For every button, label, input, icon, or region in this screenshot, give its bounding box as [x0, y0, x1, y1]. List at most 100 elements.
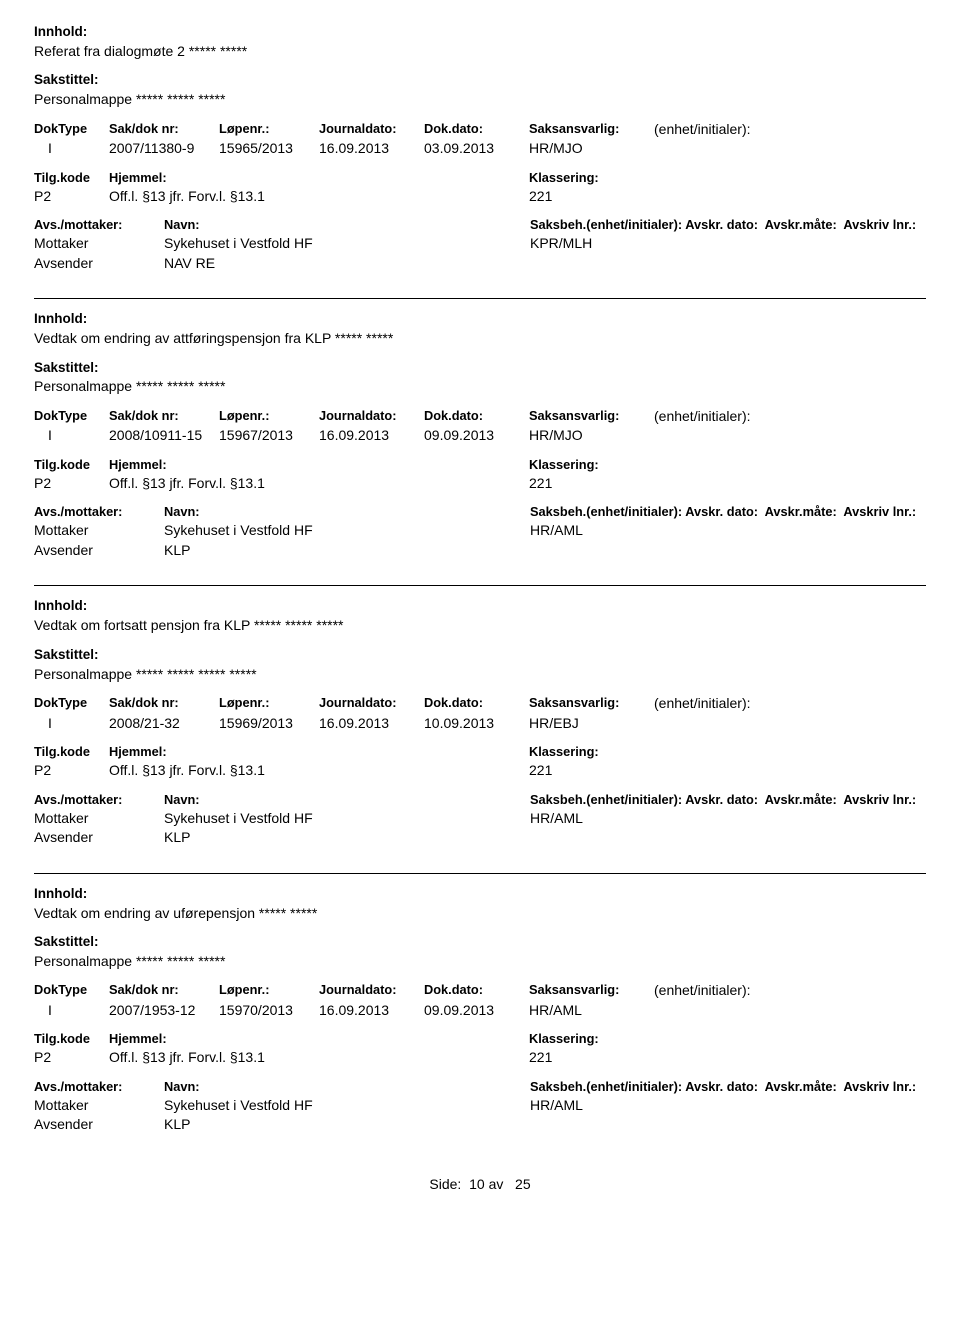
hjemmel-header-row: Tilg.kode Hjemmel: Klassering: [34, 1031, 926, 1047]
saksbeh-header: Saksbeh.(enhet/initialer): Avskr. dato: … [530, 217, 926, 233]
tilgkode-label: Tilg.kode [34, 1031, 109, 1047]
saksbeh-header: Saksbeh.(enhet/initialer): Avskr. dato: … [530, 504, 926, 520]
entry-divider [34, 585, 926, 586]
hjemmel-value-row: P2 Off.l. §13 jfr. Forv.l. §13.1 221 [34, 762, 926, 780]
saksansvarlig-value: HR/EBJ [529, 715, 654, 733]
saksansvarlig-value: HR/AML [529, 1002, 654, 1020]
saksbeh-header: Saksbeh.(enhet/initialer): Avskr. dato: … [530, 1079, 926, 1095]
mottaker-navn: Sykehuset i Vestfold HF [164, 522, 530, 540]
doktype-label: DokType [34, 695, 109, 713]
innhold-label: Innhold: [34, 598, 926, 615]
sakdok-label: Sak/dok nr: [109, 695, 219, 713]
sakdok-label: Sak/dok nr: [109, 982, 219, 1000]
dokdato-label: Dok.dato: [424, 408, 529, 426]
hjemmel-header-row: Tilg.kode Hjemmel: Klassering: [34, 457, 926, 473]
sakdok-value: 2008/10911-15 [109, 427, 219, 445]
avsender-navn: KLP [164, 1116, 530, 1134]
klassering-value: 221 [529, 762, 926, 780]
journal-entry: Innhold: Vedtak om fortsatt pensjon fra … [34, 598, 926, 860]
saksbeh-value: HR/AML [530, 522, 926, 540]
klassering-label: Klassering: [529, 1031, 926, 1047]
avsender-label: Avsender [34, 255, 164, 273]
avsmottaker-label: Avs./mottaker: [34, 792, 164, 808]
hjemmel-label: Hjemmel: [109, 744, 529, 760]
sakstittel-label: Sakstittel: [34, 647, 926, 664]
journal-entry: Innhold: Vedtak om endring av attførings… [34, 311, 926, 573]
hjemmel-label: Hjemmel: [109, 170, 529, 186]
innhold-label: Innhold: [34, 311, 926, 328]
avsmottaker-label: Avs./mottaker: [34, 1079, 164, 1095]
saksbeh-header: Saksbeh.(enhet/initialer): Avskr. dato: … [530, 792, 926, 808]
klassering-value: 221 [529, 188, 926, 206]
hjemmel-value-row: P2 Off.l. §13 jfr. Forv.l. §13.1 221 [34, 1049, 926, 1067]
lopenr-label: Løpenr.: [219, 695, 319, 713]
mottaker-label: Mottaker [34, 1097, 164, 1115]
mottaker-navn: Sykehuset i Vestfold HF [164, 1097, 530, 1115]
tilgkode-value: P2 [34, 188, 109, 206]
avsender-navn: NAV RE [164, 255, 530, 273]
avsender-row: Avsender KLP [34, 829, 926, 847]
tilgkode-label: Tilg.kode [34, 170, 109, 186]
saksansvarlig-value: HR/MJO [529, 427, 654, 445]
dokdato-value: 10.09.2013 [424, 715, 529, 733]
navn-label: Navn: [164, 792, 530, 808]
dokdato-value: 09.09.2013 [424, 427, 529, 445]
sakdok-value: 2007/1953-12 [109, 1002, 219, 1020]
hjemmel-header-row: Tilg.kode Hjemmel: Klassering: [34, 744, 926, 760]
sakdok-value: 2008/21-32 [109, 715, 219, 733]
tilgkode-label: Tilg.kode [34, 744, 109, 760]
avsmot-header-row: Avs./mottaker: Navn: Saksbeh.(enhet/init… [34, 217, 926, 233]
hjemmel-header-row: Tilg.kode Hjemmel: Klassering: [34, 170, 926, 186]
meta-header-row: DokType Sak/dok nr: Løpenr.: Journaldato… [34, 982, 926, 1000]
avsender-navn: KLP [164, 542, 530, 560]
enhetinit-label: (enhet/initialer): [654, 121, 926, 139]
tilgkode-value: P2 [34, 762, 109, 780]
doktype-label: DokType [34, 121, 109, 139]
hjemmel-label: Hjemmel: [109, 457, 529, 473]
hjemmel-value: Off.l. §13 jfr. Forv.l. §13.1 [109, 1049, 529, 1067]
saksbeh-value: KPR/MLH [530, 235, 926, 253]
saksansvarlig-label: Saksansvarlig: [529, 982, 654, 1000]
meta-header-row: DokType Sak/dok nr: Løpenr.: Journaldato… [34, 695, 926, 713]
avsender-row: Avsender NAV RE [34, 255, 926, 273]
lopenr-value: 15965/2013 [219, 140, 319, 158]
entry-divider [34, 873, 926, 874]
doktype-label: DokType [34, 408, 109, 426]
journaldato-value: 16.09.2013 [319, 1002, 424, 1020]
meta-value-row: I 2007/1953-12 15970/2013 16.09.2013 09.… [34, 1002, 926, 1020]
meta-value-row: I 2007/11380-9 15965/2013 16.09.2013 03.… [34, 140, 926, 158]
tilgkode-label: Tilg.kode [34, 457, 109, 473]
dokdato-label: Dok.dato: [424, 982, 529, 1000]
page-footer: Side: 10 av 25 [34, 1176, 926, 1192]
mottaker-row: Mottaker Sykehuset i Vestfold HF HR/AML [34, 522, 926, 540]
footer-page-num: 10 [469, 1176, 485, 1192]
doktype-value: I [34, 427, 109, 445]
meta-value-row: I 2008/21-32 15969/2013 16.09.2013 10.09… [34, 715, 926, 733]
footer-side-label: Side: [429, 1176, 461, 1192]
journaldato-value: 16.09.2013 [319, 140, 424, 158]
saksbeh-value: HR/AML [530, 1097, 926, 1115]
klassering-label: Klassering: [529, 744, 926, 760]
mottaker-label: Mottaker [34, 522, 164, 540]
saksansvarlig-label: Saksansvarlig: [529, 121, 654, 139]
journal-entry: Innhold: Vedtak om endring av uførepensj… [34, 886, 926, 1148]
meta-header-row: DokType Sak/dok nr: Løpenr.: Journaldato… [34, 121, 926, 139]
doktype-label: DokType [34, 982, 109, 1000]
navn-label: Navn: [164, 1079, 530, 1095]
hjemmel-value-row: P2 Off.l. §13 jfr. Forv.l. §13.1 221 [34, 475, 926, 493]
klassering-value: 221 [529, 1049, 926, 1067]
journal-entry: Innhold: Referat fra dialogmøte 2 ***** … [34, 24, 926, 286]
innhold-value: Vedtak om endring av uførepensjon ***** … [34, 905, 926, 923]
mottaker-row: Mottaker Sykehuset i Vestfold HF KPR/MLH [34, 235, 926, 253]
avsmottaker-label: Avs./mottaker: [34, 217, 164, 233]
dokdato-label: Dok.dato: [424, 695, 529, 713]
journal-entries-container: Innhold: Referat fra dialogmøte 2 ***** … [34, 24, 926, 1148]
lopenr-value: 15970/2013 [219, 1002, 319, 1020]
avsender-label: Avsender [34, 829, 164, 847]
lopenr-label: Løpenr.: [219, 121, 319, 139]
lopenr-value: 15967/2013 [219, 427, 319, 445]
avsmottaker-label: Avs./mottaker: [34, 504, 164, 520]
sakstittel-value: Personalmappe ***** ***** ***** [34, 91, 926, 109]
sakstittel-label: Sakstittel: [34, 934, 926, 951]
innhold-label: Innhold: [34, 886, 926, 903]
